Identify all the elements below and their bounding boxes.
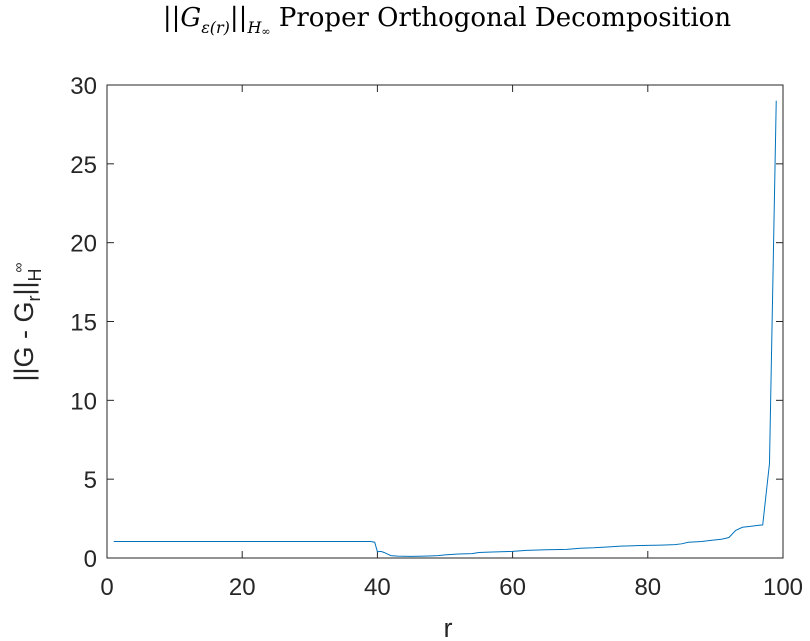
title-post: Proper Orthogonal Decomposition [271, 3, 732, 33]
y-tick-label: 10 [70, 388, 97, 415]
y-tick-label: 0 [84, 546, 97, 573]
y-axis-label: ||G - Gr||H∞ [9, 262, 45, 381]
y-tick-label: 30 [70, 73, 97, 100]
title-sub: ε(r) [201, 18, 230, 37]
x-tick-label: 40 [364, 574, 391, 601]
x-tick-label: 60 [499, 574, 526, 601]
x-axis-ticks: 0 20 40 60 80 100 [100, 85, 803, 601]
y-tick-label: 25 [70, 152, 97, 179]
title-sub2sub: ∞ [261, 25, 270, 38]
ylabel-pre: ||G - G [9, 301, 39, 381]
chart-title: ||Gε(r)||H∞ Proper Orthogonal Decomposit… [163, 3, 731, 38]
x-tick-label: 80 [634, 574, 661, 601]
x-tick-label: 20 [229, 574, 256, 601]
y-tick-label: 20 [70, 231, 97, 258]
ylabel-mid: || [9, 281, 39, 295]
series-line [113, 100, 777, 557]
x-tick-label: 0 [100, 574, 113, 601]
y-tick-label: 5 [84, 467, 97, 494]
ylabel-sub: r [24, 295, 44, 301]
title-mid: || [230, 3, 248, 33]
title-pre: ||G [163, 3, 201, 33]
x-tick-label: 100 [763, 574, 803, 601]
title-sub2: H [246, 18, 262, 37]
y-axis-ticks: 0 5 10 15 20 25 30 [70, 73, 783, 573]
ylabel-sub2: H [25, 268, 45, 281]
y-tick-label: 15 [70, 310, 97, 337]
ylabel-sub2sub: ∞ [10, 262, 26, 272]
x-axis-label: r [444, 613, 453, 641]
plot-area [106, 84, 784, 559]
